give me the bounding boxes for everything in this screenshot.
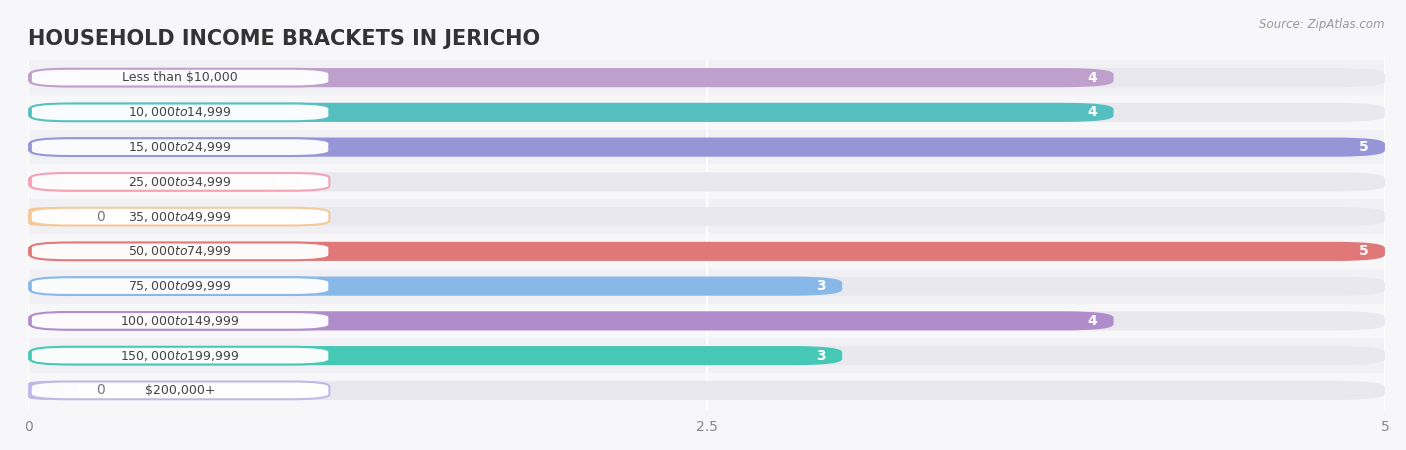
Text: 3: 3: [817, 279, 825, 293]
FancyBboxPatch shape: [28, 381, 1385, 400]
FancyBboxPatch shape: [28, 269, 1385, 303]
Text: $50,000 to $74,999: $50,000 to $74,999: [128, 244, 232, 258]
FancyBboxPatch shape: [28, 165, 1385, 199]
FancyBboxPatch shape: [28, 346, 1385, 365]
Text: $150,000 to $199,999: $150,000 to $199,999: [121, 349, 240, 363]
Text: $15,000 to $24,999: $15,000 to $24,999: [128, 140, 232, 154]
FancyBboxPatch shape: [31, 347, 329, 364]
FancyBboxPatch shape: [28, 172, 1385, 191]
FancyBboxPatch shape: [31, 312, 329, 330]
FancyBboxPatch shape: [28, 234, 1385, 269]
FancyBboxPatch shape: [31, 173, 329, 191]
FancyBboxPatch shape: [28, 103, 1385, 122]
FancyBboxPatch shape: [31, 69, 329, 86]
Text: $200,000+: $200,000+: [145, 384, 215, 397]
Text: 3: 3: [817, 349, 825, 363]
FancyBboxPatch shape: [28, 207, 77, 226]
FancyBboxPatch shape: [28, 68, 1385, 87]
FancyBboxPatch shape: [31, 243, 329, 260]
Text: 0: 0: [96, 383, 104, 397]
Text: HOUSEHOLD INCOME BRACKETS IN JERICHO: HOUSEHOLD INCOME BRACKETS IN JERICHO: [28, 29, 540, 49]
FancyBboxPatch shape: [28, 138, 1385, 157]
Text: $25,000 to $34,999: $25,000 to $34,999: [128, 175, 232, 189]
Text: 1: 1: [273, 175, 283, 189]
FancyBboxPatch shape: [28, 311, 1385, 330]
Text: 5: 5: [1358, 140, 1368, 154]
FancyBboxPatch shape: [28, 130, 1385, 165]
FancyBboxPatch shape: [28, 373, 1385, 408]
Text: 4: 4: [1087, 314, 1097, 328]
FancyBboxPatch shape: [28, 381, 77, 400]
FancyBboxPatch shape: [28, 60, 1385, 95]
Text: $35,000 to $49,999: $35,000 to $49,999: [128, 210, 232, 224]
Text: 0: 0: [96, 210, 104, 224]
FancyBboxPatch shape: [31, 382, 329, 399]
FancyBboxPatch shape: [28, 138, 1385, 157]
Text: 4: 4: [1087, 105, 1097, 119]
FancyBboxPatch shape: [28, 303, 1385, 338]
FancyBboxPatch shape: [28, 172, 299, 191]
Text: $100,000 to $149,999: $100,000 to $149,999: [121, 314, 240, 328]
FancyBboxPatch shape: [28, 242, 1385, 261]
FancyBboxPatch shape: [28, 95, 1385, 130]
FancyBboxPatch shape: [31, 208, 329, 225]
FancyBboxPatch shape: [28, 199, 1385, 234]
Text: Less than $10,000: Less than $10,000: [122, 71, 238, 84]
FancyBboxPatch shape: [28, 277, 1385, 296]
Text: Source: ZipAtlas.com: Source: ZipAtlas.com: [1260, 18, 1385, 31]
Text: $75,000 to $99,999: $75,000 to $99,999: [128, 279, 232, 293]
FancyBboxPatch shape: [28, 207, 1385, 226]
FancyBboxPatch shape: [28, 346, 842, 365]
FancyBboxPatch shape: [28, 242, 1385, 261]
FancyBboxPatch shape: [31, 104, 329, 121]
FancyBboxPatch shape: [31, 138, 329, 156]
Text: $10,000 to $14,999: $10,000 to $14,999: [128, 105, 232, 119]
FancyBboxPatch shape: [28, 103, 1114, 122]
Text: 4: 4: [1087, 71, 1097, 85]
Text: 5: 5: [1358, 244, 1368, 258]
FancyBboxPatch shape: [28, 338, 1385, 373]
FancyBboxPatch shape: [28, 68, 1114, 87]
FancyBboxPatch shape: [28, 277, 842, 296]
FancyBboxPatch shape: [31, 277, 329, 295]
FancyBboxPatch shape: [28, 311, 1114, 330]
